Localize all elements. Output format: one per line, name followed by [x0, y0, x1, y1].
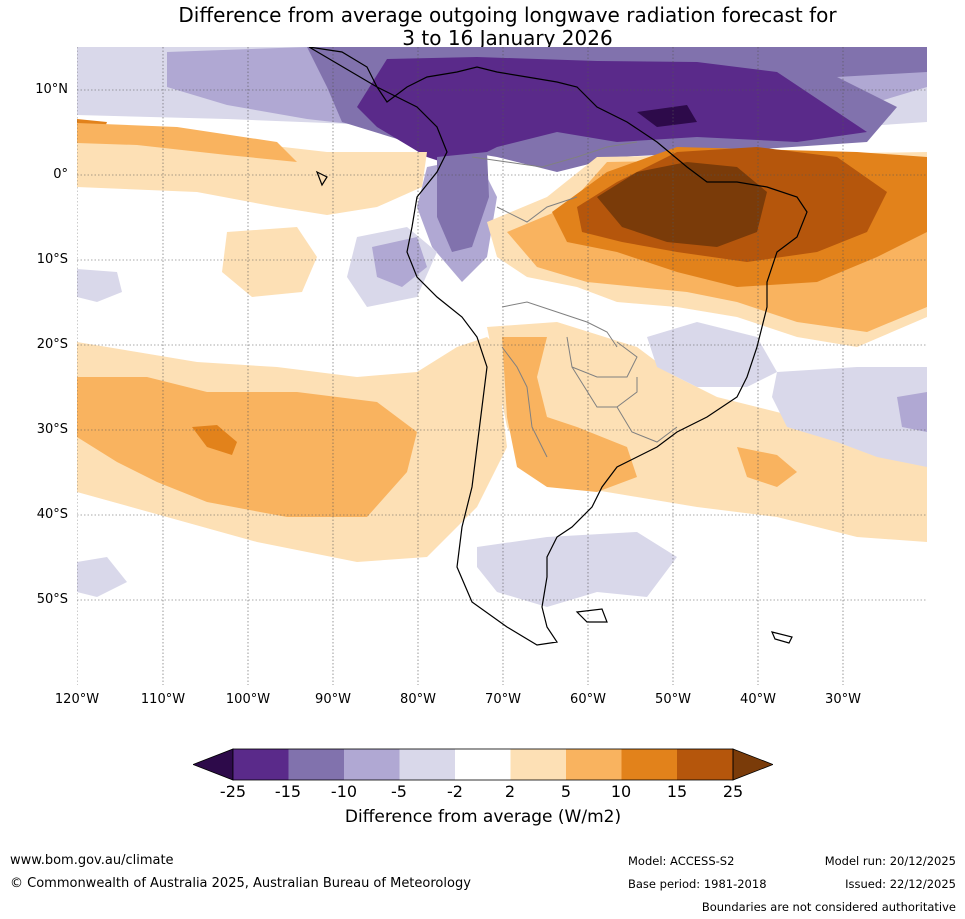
lon-label-30W: 30°W — [825, 692, 861, 707]
colorbar-tick: 25 — [722, 782, 744, 801]
lat-label-0: 0° — [53, 167, 68, 182]
region-deepest-purple — [637, 105, 697, 127]
colorbar-tick: 2 — [504, 782, 516, 801]
colorbar-tick: 5 — [560, 782, 572, 801]
region-light-lavender-pacific-sw — [77, 557, 127, 597]
region-orange-coast — [737, 447, 797, 487]
colorbar-bin-5 — [455, 749, 511, 780]
region-light-orange-eq-pacific — [77, 127, 427, 215]
lat-label-50S: 50°S — [36, 592, 68, 607]
lat-label-40S: 40°S — [36, 507, 68, 522]
region-light-lavender-pacific-nw — [77, 269, 122, 302]
region-light-lavender-atlantic — [772, 367, 927, 467]
lon-label-90W: 90°W — [315, 692, 351, 707]
lat-label-30S: 30°S — [36, 422, 68, 437]
lon-label-70W: 70°W — [485, 692, 521, 707]
region-light-lavender-brazil-south — [647, 322, 777, 387]
lon-label-40W: 40°W — [740, 692, 776, 707]
graticule — [77, 47, 927, 685]
lon-label-110W: 110°W — [140, 692, 186, 707]
colorbar-tick: -25 — [219, 782, 247, 801]
colorbar-tick: -2 — [447, 782, 463, 801]
region-lavender-atlantic — [897, 392, 927, 432]
title-line-2: 3 to 16 January 2026 — [402, 26, 613, 50]
footer-model: Model: ACCESS-S2 — [628, 854, 735, 868]
colorbar-tick: -10 — [330, 782, 358, 801]
title-line-1: Difference from average outgoing longwav… — [178, 3, 837, 27]
lon-label-120W: 120°W — [54, 692, 100, 707]
lon-label-50W: 50°W — [655, 692, 691, 707]
colorbar-bin-7 — [566, 749, 622, 780]
region-light-orange-pacific-blob — [222, 227, 317, 297]
colorbar-label: Difference from average (W/m2) — [344, 807, 622, 827]
lon-label-80W: 80°W — [400, 692, 436, 707]
colorbar-under-arrow — [193, 748, 234, 781]
map-canvas — [77, 47, 927, 685]
lon-label-100W: 100°W — [225, 692, 271, 707]
region-lavender-peru — [372, 237, 427, 287]
region-mid-orange-eq-pacific — [77, 123, 297, 162]
chart-title: Difference from average outgoing longwav… — [0, 4, 965, 50]
region-orange-argentina — [502, 337, 637, 492]
colorbar-bin-1 — [233, 749, 289, 780]
footer-copyright: © Commonwealth of Australia 2025, Austra… — [10, 876, 471, 891]
region-darkest-orange-brazil — [597, 162, 767, 247]
region-orange-spot-pacific — [192, 425, 237, 455]
footer-disclaimer: Boundaries are not considered authoritat… — [701, 900, 956, 914]
colorbar-bin-2 — [288, 749, 344, 780]
colorbar-over-arrow — [732, 748, 773, 781]
colorbar-tick: 10 — [610, 782, 632, 801]
region-dark-purple-north — [357, 57, 867, 167]
country-borders — [471, 141, 678, 458]
footer-issued: Issued: 22/12/2025 — [845, 877, 956, 891]
region-light-lavender-patagonia — [477, 532, 677, 607]
colorbar-bin-3 — [344, 749, 400, 780]
lat-label-20S: 20°S — [36, 337, 68, 352]
anomaly-map — [77, 47, 927, 685]
region-orange-south-pacific — [77, 377, 417, 517]
coastline — [308, 47, 808, 646]
colorbar-tick: -5 — [391, 782, 407, 801]
lat-label-10N: 10°N — [35, 82, 68, 97]
colorbar — [193, 748, 773, 781]
lon-label-60W: 60°W — [570, 692, 606, 707]
colorbar-bin-9 — [677, 749, 733, 780]
lat-label-10S: 10°S — [36, 252, 68, 267]
colorbar-frame — [232, 748, 734, 781]
region-mid-purple-andes — [437, 152, 489, 252]
footer-url: www.bom.gov.au/climate — [10, 853, 174, 868]
colorbar-bin-8 — [621, 749, 677, 780]
footer-model-run: Model run: 20/12/2025 — [824, 854, 956, 868]
footer-base-period: Base period: 1981-2018 — [628, 877, 767, 891]
colorbar-bin-4 — [399, 749, 455, 780]
colorbar-bin-6 — [510, 749, 566, 780]
colorbar-tick: 15 — [666, 782, 688, 801]
colorbar-tick: -15 — [274, 782, 302, 801]
